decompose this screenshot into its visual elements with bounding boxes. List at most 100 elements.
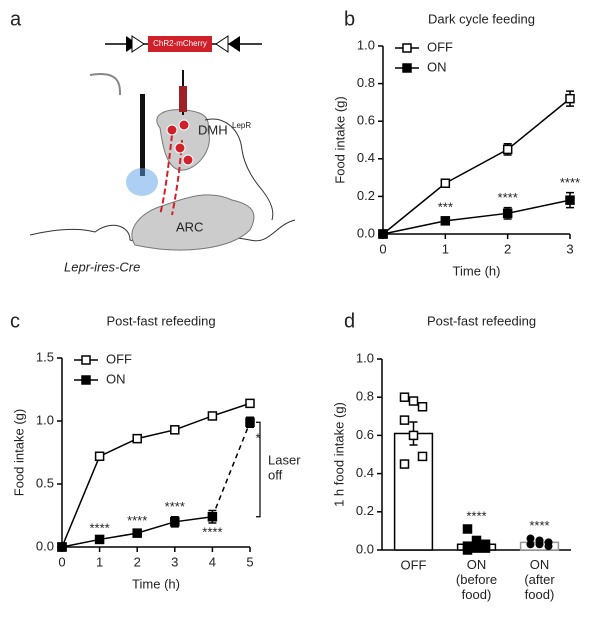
y-tick-label: 0.0 (357, 225, 375, 240)
y-tick-label: 0.0 (356, 541, 374, 556)
projection (159, 134, 183, 216)
x-tick-label: 5 (246, 554, 253, 569)
x-tick-label: ON (before food) (456, 557, 497, 602)
x-axis-label: Time (h) (132, 576, 180, 591)
point (399, 392, 410, 402)
point (132, 528, 142, 538)
x-tick-label: 1 (96, 554, 103, 569)
y-tick-label: 0.6 (356, 427, 374, 442)
legend-marker (402, 63, 412, 73)
point (417, 451, 428, 462)
fiber-cable (89, 73, 121, 96)
annotation: **** (165, 499, 185, 514)
region-sup: LepR (232, 121, 251, 130)
point (440, 216, 451, 226)
x-tick-label: 2 (504, 241, 511, 256)
y-tick-label: 1.0 (357, 37, 375, 52)
point (471, 543, 482, 553)
loxp (131, 35, 145, 53)
point (417, 402, 428, 412)
y-tick-label: 0.2 (357, 188, 375, 203)
y-tick-label: 1.0 (36, 412, 54, 427)
point (94, 451, 105, 462)
x-tick-label: 4 (209, 554, 216, 569)
loxp (228, 36, 240, 52)
y-axis-label: Food intake (g) (11, 409, 26, 496)
point (502, 144, 513, 155)
line (382, 199, 571, 235)
line (61, 402, 251, 548)
mouse-label: Lepr-ires-Cre (64, 259, 140, 274)
x-tick-label: 0 (379, 241, 386, 256)
panel-letter: a (10, 8, 22, 30)
annotation: **** (202, 524, 222, 539)
y-tick-label: 0.6 (357, 113, 375, 128)
region-label: DMH (198, 122, 228, 137)
point (399, 459, 410, 469)
point (132, 433, 142, 444)
x-tick-label: 2 (134, 554, 141, 569)
y-tick-label: 0.0 (36, 538, 54, 553)
point (526, 540, 535, 549)
y-axis-label: 1 h food intake (g) (331, 402, 346, 507)
point (480, 543, 491, 553)
syringe (179, 86, 187, 112)
point (245, 417, 255, 428)
point (57, 542, 67, 552)
panel-letter: d (344, 310, 355, 332)
legend-label: OFF (106, 351, 132, 366)
point (170, 425, 180, 435)
annotation: **** (498, 190, 518, 205)
bracket (256, 421, 261, 518)
neuron (174, 142, 186, 154)
y-tick-label: 0.2 (356, 503, 374, 518)
legend-marker (81, 375, 91, 385)
neuron (166, 124, 178, 136)
x-tick-label: 0 (58, 554, 65, 569)
point (378, 229, 388, 239)
point (207, 411, 218, 421)
y-tick-label: 1.5 (36, 349, 54, 364)
legend-marker (402, 43, 412, 53)
point (94, 534, 105, 545)
point (462, 524, 473, 534)
annotation: * (255, 431, 260, 446)
x-tick-label: 3 (566, 241, 573, 256)
diagram: a ChR2-mCherry DMH LepR ARC Lepr-ires-Cr… (10, 8, 296, 274)
point (408, 430, 419, 441)
point (462, 545, 473, 555)
optic-fiber (140, 94, 145, 176)
point (502, 208, 513, 219)
point (565, 195, 575, 205)
line (382, 98, 571, 235)
point (544, 542, 553, 551)
line (211, 421, 251, 518)
x-tick-label: ON (after food) (524, 557, 555, 602)
neuron (178, 119, 190, 131)
chart-title: Post-fast refeeding (106, 313, 215, 328)
point (207, 512, 218, 522)
point (408, 396, 419, 406)
annotation: **** (466, 508, 486, 523)
y-tick-label: 0.8 (356, 389, 374, 404)
chart-title: Post-fast refeeding (427, 313, 536, 328)
annotation: **** (529, 518, 549, 533)
legend-marker (81, 355, 91, 365)
annotation: **** (560, 175, 580, 190)
point (565, 93, 575, 104)
point (245, 398, 255, 409)
y-tick-label: 1.0 (356, 350, 374, 365)
light (126, 168, 158, 196)
x-tick-label: OFF (401, 557, 427, 572)
y-tick-label: 0.4 (356, 465, 374, 480)
annotation: **** (127, 513, 147, 528)
point (170, 517, 180, 527)
point (526, 534, 535, 543)
y-tick-label: 0.8 (357, 75, 375, 90)
annotation: *** (438, 200, 453, 215)
panel-letter: c (10, 310, 20, 332)
legend-label: OFF (427, 39, 453, 54)
construct-label: ChR2-mCherry (153, 39, 207, 48)
